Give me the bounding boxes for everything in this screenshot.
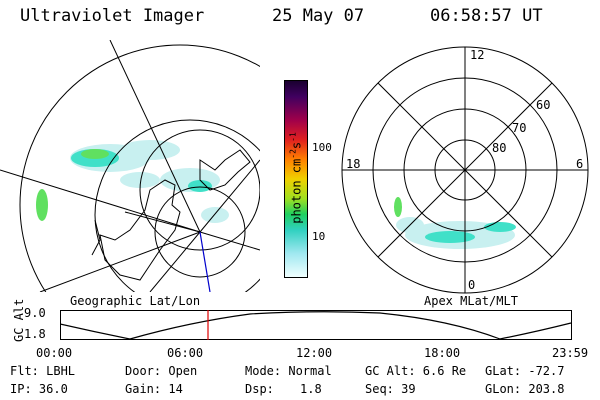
colorbar-units: photon cm-2s-1 [288,132,304,224]
aurora-emission-right [394,197,516,249]
time-tick-1800: 18:00 [424,346,461,360]
status-filter: Flt: LBHL [10,364,76,378]
time-tick-2359: 23:59 [552,346,589,360]
status-dsp-label: Dsp: [245,382,274,396]
status-door: Door: Open [125,364,198,378]
status-mode: Mode: Normal [245,364,332,378]
lat-label-60: 60 [536,98,550,112]
geographic-map [0,40,260,292]
status-glat: GLat: -72.7 [485,364,565,378]
geographic-panel-label: Geographic Lat/Lon [70,294,201,308]
time-tick-1200: 12:00 [296,346,333,360]
instrument-title: Ultraviolet Imager [20,6,205,26]
colorbar-tick-100: 100 [312,141,332,154]
mlt-label-0: 0 [468,278,475,292]
date-label: 25 May 07 [272,6,365,26]
colorbar-tick-10: 10 [312,230,326,243]
mlt-label-12: 12 [470,48,484,62]
altitude-timeline-plot [60,310,572,340]
polar-mlat-mlt-plot: 12 18 6 0 60 70 80 [341,46,589,294]
color-scale-bar [284,80,308,278]
altitude-tick-1-8: 1.8 [24,327,46,341]
lat-label-70: 70 [512,121,526,135]
lat-label-80: 80 [492,141,506,155]
status-seq: Seq: 39 [365,382,416,396]
time-tick-0600: 06:00 [167,346,204,360]
mlt-label-6: 6 [576,157,583,171]
time-label: 06:58:57 UT [430,6,543,26]
status-dsp-value: 1.8 [300,382,322,396]
aurora-emission-left [36,140,229,223]
altitude-tick-9: 9.0 [24,306,46,320]
status-ip: IP: 36.0 [10,382,68,396]
status-glon: GLon: 203.8 [485,382,565,396]
meridian-line [199,231,211,292]
time-tick-0000: 00:00 [36,346,73,360]
status-gain: Gain: 14 [125,382,183,396]
colorbar-units-anchor [267,178,268,179]
apex-panel-label: Apex MLat/MLT [424,294,518,308]
mlt-label-18: 18 [346,157,360,171]
status-gc-alt: GC Alt: 6.6 Re [365,364,467,378]
